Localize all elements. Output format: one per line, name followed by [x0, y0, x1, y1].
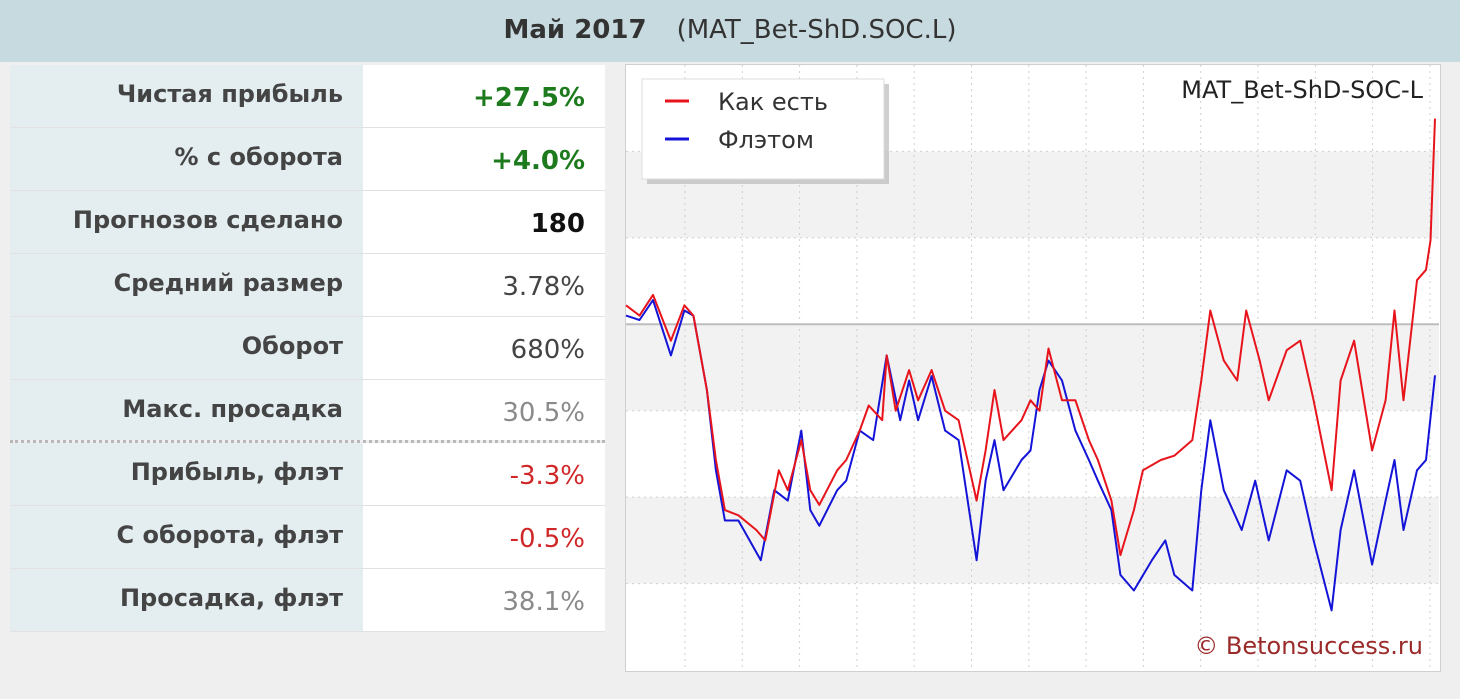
- grid-band: [626, 324, 1439, 411]
- stat-label: Просадка, флэт: [10, 569, 363, 631]
- stats-row: Прогнозов сделано 180: [10, 191, 605, 254]
- stat-value: 3.78%: [363, 254, 605, 316]
- stats-row: % с оборота +4.0%: [10, 128, 605, 191]
- legend: Как есть Флэтом: [641, 78, 889, 184]
- chart-title: MAT_Bet-ShD-SOC-L: [1181, 76, 1423, 104]
- stats-row: С оборота, флэт -0.5%: [10, 506, 605, 569]
- stat-label: С оборота, флэт: [10, 506, 363, 568]
- stat-value: 38.1%: [363, 569, 605, 631]
- stat-value: -3.3%: [363, 443, 605, 505]
- stats-row: Прибыль, флэт -3.3%: [10, 443, 605, 506]
- stat-label: Средний размер: [10, 254, 363, 316]
- header-title: Май 2017: [503, 15, 647, 45]
- header-subtitle: (MAT_Bet-ShD.SOC.L): [676, 15, 957, 45]
- stat-value: 180: [363, 191, 605, 253]
- stats-row: Макс. просадка 30.5%: [10, 380, 605, 443]
- stat-label: Оборот: [10, 317, 363, 379]
- stats-row: Просадка, флэт 38.1%: [10, 569, 605, 632]
- legend-box: [641, 78, 885, 180]
- stat-value: +27.5%: [363, 65, 605, 127]
- stat-value: -0.5%: [363, 506, 605, 568]
- stat-label: Чистая прибыль: [10, 65, 363, 127]
- stat-label: Макс. просадка: [10, 380, 363, 440]
- stats-table: Чистая прибыль +27.5%% с оборота +4.0% Прог…: [10, 65, 605, 632]
- legend-label: Флэтом: [718, 126, 814, 154]
- stats-row: Оборот 680%: [10, 317, 605, 380]
- series-line: [625, 118, 1436, 557]
- stats-row: Чистая прибыль +27.5%: [10, 65, 605, 128]
- stat-value: +4.0%: [363, 128, 605, 190]
- stats-row: Средний размер 3.78%: [10, 254, 605, 317]
- legend-label: Как есть: [718, 88, 828, 116]
- stat-value: 680%: [363, 317, 605, 379]
- grid-band: [626, 497, 1439, 584]
- stat-value: 30.5%: [363, 380, 605, 440]
- chart: Как есть Флэтом MAT_Bet-ShD-SOC-L © Beton…: [625, 64, 1441, 672]
- header: Май 2017 (MAT_Bet-ShD.SOC.L): [0, 0, 1460, 62]
- stat-label: Прибыль, флэт: [10, 443, 363, 505]
- stat-label: % с оборота: [10, 128, 363, 190]
- credit: © Betonsuccess.ru: [1194, 632, 1423, 660]
- stat-label: Прогнозов сделано: [10, 191, 363, 253]
